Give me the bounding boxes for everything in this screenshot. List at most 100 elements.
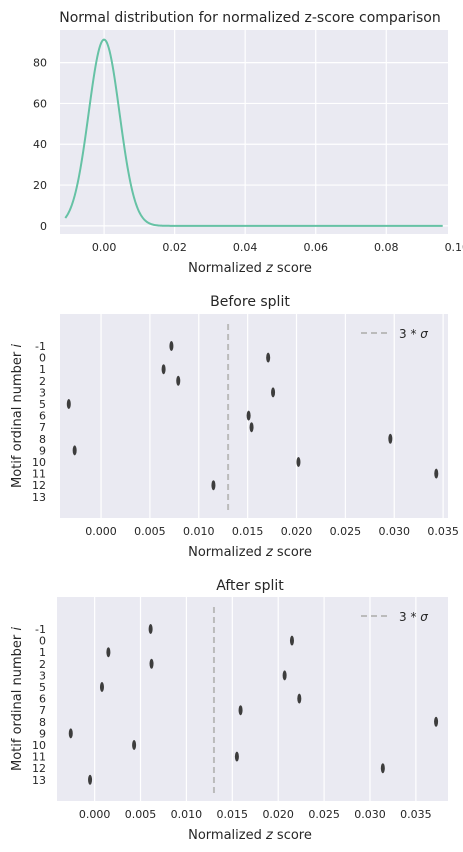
y-tick-label: 2	[39, 375, 46, 388]
x-tick-label: 0.00	[92, 241, 117, 254]
y-tick-label: 10	[32, 456, 46, 469]
data-point	[434, 716, 439, 727]
x-tick-labels: 0.000 0.005 0.010 0.015 0.020 0.025 0.030 0.035	[85, 525, 459, 538]
y-tick-label: 12	[32, 479, 46, 492]
data-point	[169, 341, 174, 351]
x-tick-labels: 0.000 0.005 0.010 0.015 0.020 0.025 0.030 0.035	[79, 808, 432, 821]
y-tick-label: 1	[39, 363, 46, 376]
data-point	[176, 375, 181, 386]
data-point	[68, 728, 73, 739]
x-tick-label: 0.06	[303, 241, 328, 254]
y-tick-label: 10	[32, 739, 46, 752]
y-tick-label: 7	[39, 421, 46, 434]
y-tick-label: 1	[39, 646, 46, 659]
x-tick-labels: 0.00 0.02 0.04 0.06 0.08 0.10	[92, 241, 463, 254]
y-tick-label: 2	[39, 658, 46, 671]
y-tick-label: 7	[39, 704, 46, 717]
y-tick-label: 11	[32, 468, 46, 481]
y-tick-label: 8	[39, 433, 46, 446]
x-tick-label: 0.015	[232, 525, 264, 538]
data-point	[149, 658, 154, 669]
y-tick-label: 9	[39, 727, 46, 740]
legend-label: 3 * σ	[399, 327, 428, 341]
x-tick-label: 0.005	[134, 525, 166, 538]
x-tick-label: 0.025	[330, 525, 362, 538]
y-tick-labels: 0 20 40 60 80	[33, 57, 47, 233]
x-tick-label: 0.10	[445, 241, 463, 254]
data-point	[211, 480, 216, 491]
x-tick-label: 0.02	[162, 241, 187, 254]
x-tick-label: 0.015	[217, 808, 249, 821]
y-axis-label: Motif ordinal number i	[10, 627, 25, 771]
data-point	[246, 410, 251, 421]
plot-area	[57, 597, 448, 801]
chart-title: Normal distribution for normalized z-sco…	[59, 10, 441, 26]
data-point	[296, 457, 301, 467]
data-point	[88, 774, 93, 785]
data-point	[297, 693, 302, 704]
x-tick-label: 0.020	[262, 808, 294, 821]
data-point	[249, 422, 254, 433]
grid	[94, 597, 417, 801]
y-tick-label: 3	[39, 669, 46, 682]
x-tick-label: 0.005	[125, 808, 157, 821]
y-tick-label: 12	[32, 762, 46, 775]
y-tick-label: 20	[33, 179, 47, 192]
x-tick-label: 0.025	[308, 808, 340, 821]
x-tick-label: 0.020	[281, 525, 313, 538]
x-tick-label: 0.08	[374, 241, 399, 254]
plot-area	[60, 30, 448, 234]
x-tick-label: 0.030	[354, 808, 386, 821]
y-tick-label: 8	[39, 716, 46, 729]
data-marks	[64, 38, 443, 227]
x-axis-label: Normalized z score	[188, 828, 312, 843]
data-point	[388, 433, 393, 444]
y-tick-label: 80	[33, 57, 47, 70]
y-tick-label: 3	[39, 386, 46, 399]
grid	[100, 314, 444, 518]
x-tick-label: 0.035	[427, 525, 459, 538]
y-tick-label: 5	[39, 681, 46, 694]
y-tick-label: 13	[32, 774, 46, 787]
legend-label: 3 * σ	[399, 610, 428, 624]
data-point	[434, 468, 439, 479]
data-marks	[66, 324, 439, 510]
x-axis-label: Normalized z score	[188, 261, 312, 276]
y-tick-label: 6	[39, 410, 46, 423]
y-tick-label: -1	[35, 623, 46, 636]
x-axis-label: Normalized z score	[188, 545, 312, 560]
y-tick-label: 0	[39, 352, 46, 365]
x-tick-label: 0.04	[233, 241, 258, 254]
plot-area	[60, 314, 448, 518]
x-tick-label: 0.010	[171, 808, 203, 821]
data-point	[72, 445, 77, 456]
y-tick-label: -1	[35, 340, 46, 353]
data-point	[238, 705, 243, 716]
data-point	[66, 399, 71, 409]
y-tick-label: 0	[39, 635, 46, 648]
x-tick-label: 0.010	[183, 525, 215, 538]
data-point	[266, 352, 271, 363]
y-tick-label: 0	[40, 220, 47, 233]
data-point	[271, 387, 276, 398]
data-marks	[68, 607, 439, 793]
data-point	[161, 364, 166, 375]
x-tick-label: 0.000	[85, 525, 117, 538]
y-tick-label: 13	[32, 491, 46, 504]
x-tick-label: 0.035	[400, 808, 432, 821]
grid	[60, 30, 458, 234]
legend: 3 * σ	[361, 610, 428, 624]
y-tick-label: 5	[39, 398, 46, 411]
y-tick-label: 9	[39, 444, 46, 457]
y-tick-label: 60	[33, 97, 47, 110]
normal-curve-line	[64, 38, 443, 227]
data-point	[132, 740, 137, 750]
legend: 3 * σ	[361, 327, 428, 341]
data-point	[106, 647, 111, 658]
y-tick-label: 11	[32, 751, 46, 764]
